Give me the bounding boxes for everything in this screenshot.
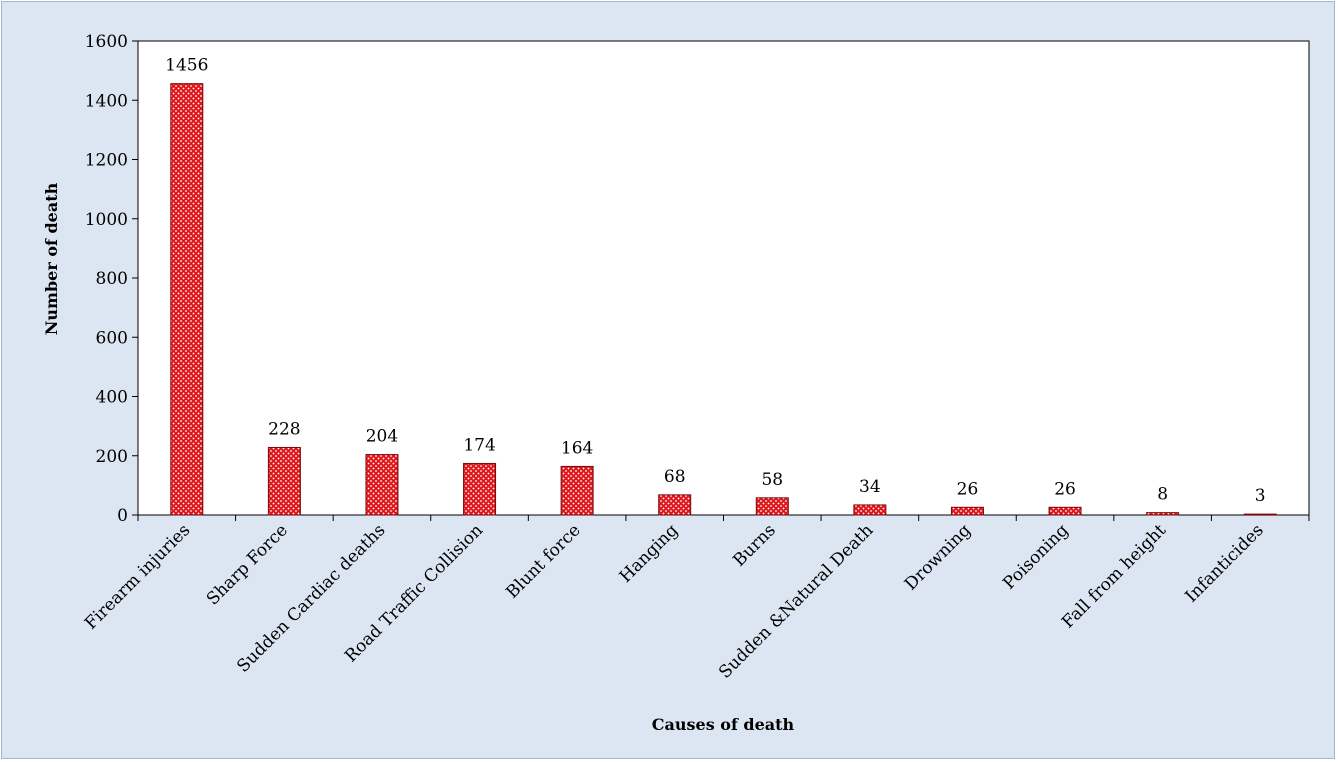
y-axis: 0 200 400 600 800 1000 1200 1400 1600: [85, 32, 138, 526]
bar: [170, 83, 204, 516]
x-tick-label: Infanticides: [1182, 520, 1268, 606]
y-tick-label: 800: [96, 269, 128, 289]
data-label: 1456: [165, 56, 208, 76]
y-tick-label: 600: [96, 328, 128, 348]
data-label: 8: [1157, 485, 1168, 505]
data-label: 26: [957, 479, 979, 499]
bar: [560, 465, 594, 516]
x-tick-label: Sharp Force: [203, 520, 292, 609]
bar: [1146, 512, 1180, 516]
bar: [365, 454, 399, 516]
bar: [267, 446, 301, 516]
data-label: 204: [366, 427, 398, 447]
y-tick-label: 400: [96, 388, 128, 408]
data-label: 3: [1255, 486, 1266, 506]
bar: [463, 462, 497, 516]
data-label: 58: [761, 470, 783, 490]
x-tick-label: Drowning: [901, 520, 975, 594]
x-axis-title: Causes of death: [652, 715, 795, 734]
bar: [658, 494, 692, 516]
x-tick-label: Sudden &Natural Death: [715, 520, 877, 682]
data-label: 26: [1054, 479, 1076, 499]
bar: [1243, 513, 1277, 516]
y-tick-label: 1200: [85, 151, 128, 171]
data-label: 164: [561, 438, 593, 458]
x-tick-label: Firearm injuries: [81, 520, 194, 633]
data-label: 34: [859, 477, 881, 497]
bar: [755, 497, 789, 516]
y-axis-title: Number of death: [42, 182, 61, 335]
plot-area: [137, 40, 1310, 516]
y-tick-label: 0: [117, 506, 128, 526]
data-label: 174: [463, 435, 495, 455]
data-label: 228: [268, 419, 300, 439]
bar: [853, 504, 887, 516]
x-tick-label: Poisoning: [999, 520, 1072, 593]
x-tick-label: Hanging: [616, 520, 683, 587]
bar: [1048, 506, 1082, 516]
data-label: 68: [664, 467, 686, 487]
y-tick-label: 1400: [85, 91, 128, 111]
x-tick-label: Blunt force: [502, 520, 584, 602]
x-tick-label: Fall from height: [1058, 520, 1170, 632]
bars-group: 1456 228 204 174 164 68 58 34 26 26 8 3: [165, 56, 1277, 516]
y-tick-label: 1000: [85, 210, 128, 230]
x-tick-label: Burns: [729, 520, 779, 570]
y-tick-label: 200: [96, 447, 128, 467]
y-tick-label: 1600: [85, 32, 128, 52]
bar: [950, 506, 984, 516]
